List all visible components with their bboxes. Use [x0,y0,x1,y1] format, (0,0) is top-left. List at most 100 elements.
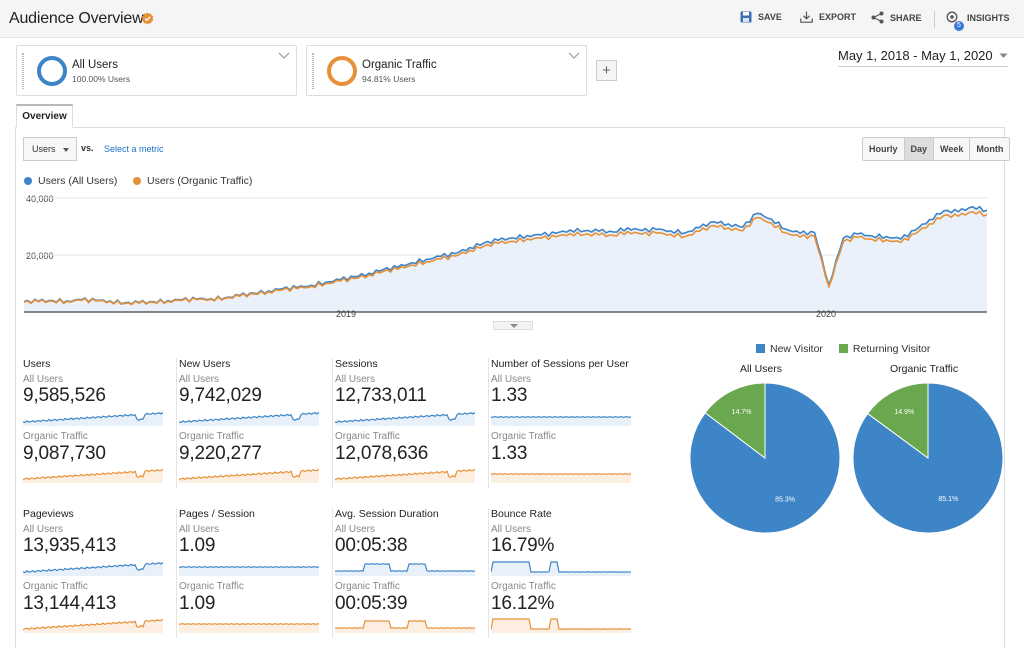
metric-selector[interactable]: Users [23,137,77,161]
tile-divider [332,508,333,638]
date-range-text: May 1, 2018 - May 1, 2020 [838,48,993,63]
metric-value: 1.33 [491,443,528,464]
segment-card-all-users[interactable]: All Users 100.00% Users [16,45,297,96]
legend-all-users[interactable]: Users (All Users) [24,175,117,187]
tile-divider [488,358,489,488]
segment-name: All Users [72,59,119,71]
add-segment-button[interactable]: + [596,60,617,81]
tile-divider [488,508,489,638]
share-label: SHARE [890,12,922,23]
segment-label: Organic Traffic [491,581,556,592]
sparkline-area [491,473,631,483]
date-range-picker[interactable]: May 1, 2018 - May 1, 2020 [838,48,1008,67]
sparkline-area [491,416,631,426]
sparkline [491,561,631,576]
chevron-down-icon[interactable] [278,52,290,60]
users-line-chart[interactable] [24,190,987,318]
pie-chart-organic-traffic[interactable]: 85.1% 14.9% [852,382,1004,534]
pie-title: All Users [740,363,783,375]
insights-icon [946,11,958,23]
metric-tile: Users All Users 9,585,526 Organic Traffic 9,… [23,358,177,493]
segment-card-organic-traffic[interactable]: Organic Traffic 94.81% Users [306,45,587,96]
export-button[interactable]: EXPORT [800,11,856,23]
legend-returning-visitor[interactable]: Returning Visitor [838,343,931,355]
sparkline-line [23,561,163,574]
pie-slice-returning-visitor[interactable] [704,382,766,460]
legend-new-visitor[interactable]: New Visitor [756,343,823,355]
metric-value: 00:05:38 [335,535,408,556]
y-tick-label: 20,000 [26,251,54,261]
metric-name: Avg. Session Duration [335,508,439,520]
sparkline [23,411,163,426]
series-line-organic-traffic [24,210,987,306]
pie-slice-label: 85.1% [938,496,958,503]
save-icon [740,11,752,23]
sparkline-line [23,468,163,481]
metric-name: New Users [179,358,231,370]
sparkline-line [491,415,631,419]
save-button[interactable]: SAVE [740,11,782,23]
segment-percent: 94.81% Users [362,74,416,84]
metric-value: 13,935,413 [23,535,117,556]
segment-label: All Users [335,524,376,535]
sparkline-line [179,468,319,481]
sparkline [491,472,631,483]
sparkline-line [179,565,319,569]
chevron-down-icon[interactable] [568,52,580,60]
segment-label: All Users [179,524,220,535]
sparkline-line [491,561,631,573]
sparkline-area [179,623,319,633]
segment-percent: 100.00% Users [72,74,131,84]
pie-chart-all-users[interactable]: 85.3% 14.7% [689,382,841,534]
legend-label: Users (All Users) [38,175,118,187]
pie-title: Organic Traffic [890,363,959,375]
chart-resize-handle[interactable] [493,321,533,330]
tab-overview[interactable]: Overview [16,104,73,128]
segment-label: Organic Traffic [335,581,400,592]
granularity-month[interactable]: Month [970,138,1010,160]
sparkline-line [335,468,475,481]
granularity-week[interactable]: Week [934,138,971,160]
sparkline [179,622,319,633]
segment-label: Organic Traffic [179,581,244,592]
sparkline-line [179,622,319,626]
segment-label: Organic Traffic [335,431,400,442]
sparkline [335,563,475,576]
tile-divider [176,358,177,488]
caret-down-icon [63,148,69,152]
sparkline-line [335,411,475,424]
legend-swatch [756,344,765,353]
segment-label: Organic Traffic [491,431,556,442]
drag-handle-icon[interactable] [312,53,314,89]
metric-value: 9,087,730 [23,443,106,464]
metric-name: Bounce Rate [491,508,552,520]
x-tick-label: 2019 [336,309,357,319]
drag-handle-icon[interactable] [22,53,24,89]
share-button[interactable]: SHARE [871,11,922,24]
tab-bar [15,127,1005,128]
metric-tile: Number of Sessions per User All Users 1.33… [491,358,641,493]
tile-divider [176,508,177,638]
tile-divider [332,358,333,488]
sparkline-line [335,620,475,630]
granularity-day[interactable]: Day [904,138,935,160]
segment-label: All Users [179,374,220,385]
legend-label: New Visitor [770,343,823,355]
sparkline [23,468,163,483]
granularity-hourly[interactable]: Hourly [863,138,905,160]
legend-label: Returning Visitor [852,343,931,355]
metric-value: 16.79% [491,535,555,556]
metric-value: 1.33 [491,385,528,406]
export-icon [800,11,813,23]
header-bar: Audience Overview SAVE EXPORT SHARE INSI… [0,0,1024,38]
series-area-all-users [24,206,987,312]
insights-label: INSIGHTS [967,13,1010,23]
insights-button[interactable]: INSIGHTS [946,11,1010,25]
pie-slice-returning-visitor[interactable] [866,382,929,459]
metric-value: 13,144,413 [23,593,117,614]
select-metric-link[interactable]: Select a metric [104,144,164,154]
legend-organic-traffic[interactable]: Users (Organic Traffic) [133,175,252,187]
metric-value: 16.12% [491,593,555,614]
sparkline [335,620,475,633]
legend-dot [133,177,141,185]
